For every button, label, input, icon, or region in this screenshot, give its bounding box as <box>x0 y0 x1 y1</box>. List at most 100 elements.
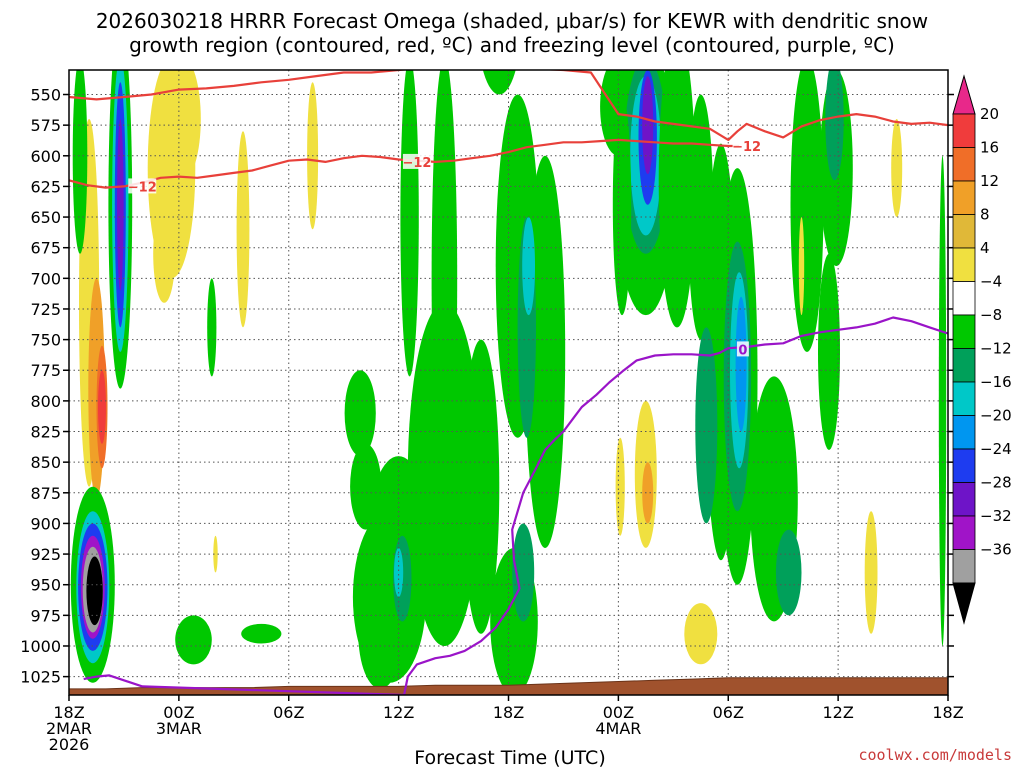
omega-cell-3 <box>98 370 106 444</box>
omega-cell-40 <box>482 70 516 95</box>
colorbar-swatch-5 <box>952 247 976 282</box>
y-tick-label: 975 <box>30 606 61 625</box>
x-tick-label: 00Z <box>163 703 194 722</box>
omega-cell-20 <box>241 623 282 644</box>
y-tick-label: 675 <box>30 239 61 258</box>
omega-cell-19 <box>175 615 212 665</box>
dgz-contour-label-1-bg <box>402 153 431 169</box>
omega-cell-55 <box>695 327 718 524</box>
x-tick-label: 12Z <box>383 703 414 722</box>
dgz-contour-label-0: −12 <box>128 180 157 195</box>
omega-cell-67 <box>864 511 878 634</box>
omega-cell-70 <box>236 131 250 328</box>
y-tick-label: 625 <box>30 177 61 196</box>
x-tick-label: 18Z <box>493 703 524 722</box>
y-tick-label: 600 <box>30 147 61 166</box>
y-tick-label: 825 <box>30 423 61 442</box>
y-tick-label: 775 <box>30 361 61 380</box>
x-tick-label: 3MAR <box>156 719 202 738</box>
x-axis-label: Forecast Time (UTC) <box>414 747 605 768</box>
plot-content: −12 −12 −12 0 <box>69 70 948 695</box>
freezing-level-contour <box>83 316 948 695</box>
colorbar-bottom-arrow <box>952 582 976 625</box>
freezing-contour-label-bg <box>736 341 749 357</box>
omega-cell-46 <box>642 76 654 175</box>
contour-lines: −12 −12 −12 0 <box>69 70 948 695</box>
freezing-contour-label: 0 <box>738 343 747 358</box>
colorbar-swatch-2 <box>952 147 976 182</box>
chart-title-line1: 2026030218 HRRR Forecast Omega (shaded, … <box>96 9 928 33</box>
omega-cell-23 <box>344 370 376 456</box>
chart-title-line2: growth region (contoured, red, ºC) and f… <box>129 33 895 57</box>
y-tick-label: 900 <box>30 514 61 533</box>
colorbar-swatch-13 <box>952 515 976 550</box>
omega-cell-59 <box>818 253 840 450</box>
x-tick-label: 12Z <box>822 703 853 722</box>
colorbar-swatch-9 <box>952 381 976 416</box>
colorbar-tick-label: 12 <box>980 172 999 190</box>
omega-cell-18 <box>207 278 217 377</box>
omega-cell-17 <box>164 70 201 181</box>
colorbar-tick-label: −36 <box>980 541 1012 559</box>
dgz-contour-label-2: −12 <box>732 140 761 155</box>
omega-cell-33 <box>525 155 566 548</box>
colorbar-swatch-6 <box>952 281 976 316</box>
dgz-contour-label-0-bg <box>128 178 157 194</box>
dgz-contour-label-2-bg <box>732 137 761 153</box>
y-axis: 550 575 600 625 650 675 700 725 750 775 800 825 850 8… <box>20 86 954 687</box>
omega-cell-35 <box>512 523 535 622</box>
omega-cell-22 <box>213 535 218 573</box>
colorbar-tick-label: 20 <box>980 105 999 123</box>
y-tick-label: 725 <box>30 300 61 319</box>
x-tick-label: 2MAR <box>46 719 92 738</box>
y-tick-label: 700 <box>30 269 61 288</box>
credit-text: coolwx.com/models <box>858 746 1012 764</box>
colorbar-swatch-3 <box>952 180 976 215</box>
colorbar-swatch-10 <box>952 415 976 450</box>
colorbar-swatch-14 <box>952 549 976 584</box>
omega-cell-14 <box>117 119 124 291</box>
omega-cell-31 <box>462 339 500 634</box>
x-tick-label: 06Z <box>273 703 304 722</box>
colorbar-swatch-8 <box>952 348 976 383</box>
colorbar-swatch-4 <box>952 214 976 249</box>
colorbar-tick-label: 8 <box>980 206 990 224</box>
omega-cell-54 <box>735 296 747 432</box>
colorbar-swatch-7 <box>952 314 976 349</box>
dgz-contour-label-1: −12 <box>402 156 431 171</box>
y-tick-label: 750 <box>30 331 61 350</box>
omega-cell-68 <box>891 119 903 217</box>
x-tick-label: 18Z <box>53 703 84 722</box>
omega-cell-9 <box>86 556 103 626</box>
omega-cell-69 <box>798 217 805 316</box>
y-tick-label: 850 <box>30 453 61 472</box>
y-tick-label: 550 <box>30 86 61 105</box>
omega-cell-64 <box>642 462 654 524</box>
y-tick-label: 1000 <box>20 637 61 656</box>
x-tick-label: 2026 <box>49 735 90 754</box>
omega-cell-10 <box>72 70 88 254</box>
dgz-contour-upper <box>69 70 948 141</box>
omega-cell-26 <box>400 70 419 377</box>
y-tick-label: 650 <box>30 208 61 227</box>
y-tick-label: 950 <box>30 576 61 595</box>
colorbar-tick-label: −16 <box>980 373 1012 391</box>
colorbar-tick-label: 16 <box>980 139 999 157</box>
colorbar-tick-label: −24 <box>980 440 1012 458</box>
omega-cell-47 <box>612 94 632 316</box>
omega-cell-65 <box>615 437 625 536</box>
colorbar-tick-label: −32 <box>980 507 1012 525</box>
colorbar-swatch-11 <box>952 448 976 483</box>
omega-cell-58 <box>790 70 824 352</box>
y-tick-label: 875 <box>30 484 61 503</box>
colorbar-tick-label: 4 <box>980 239 990 257</box>
colorbar-top-arrow <box>952 74 976 115</box>
y-tick-label: 575 <box>30 116 61 135</box>
colorbar-swatch-1 <box>952 113 976 148</box>
omega-cell-57 <box>775 529 802 616</box>
colorbar-tick-label: −12 <box>980 340 1012 358</box>
omega-cell-39 <box>394 548 404 597</box>
omega-cell-30 <box>407 302 481 646</box>
